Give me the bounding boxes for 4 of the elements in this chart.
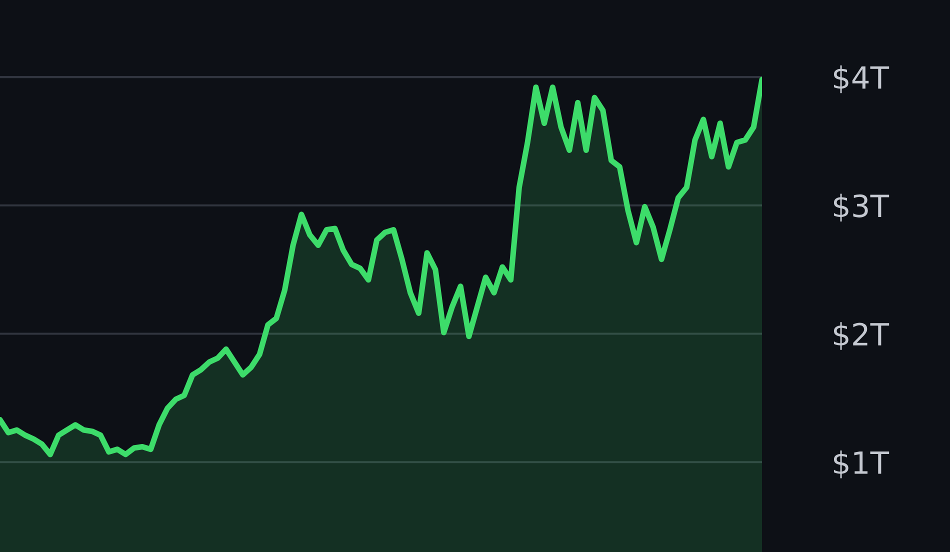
- y-tick-label: $4T: [834, 65, 890, 94]
- y-tick-label: $3T: [834, 194, 890, 222]
- y-tick-label: $1T: [834, 450, 890, 478]
- y-tick-label: $2T: [834, 322, 890, 350]
